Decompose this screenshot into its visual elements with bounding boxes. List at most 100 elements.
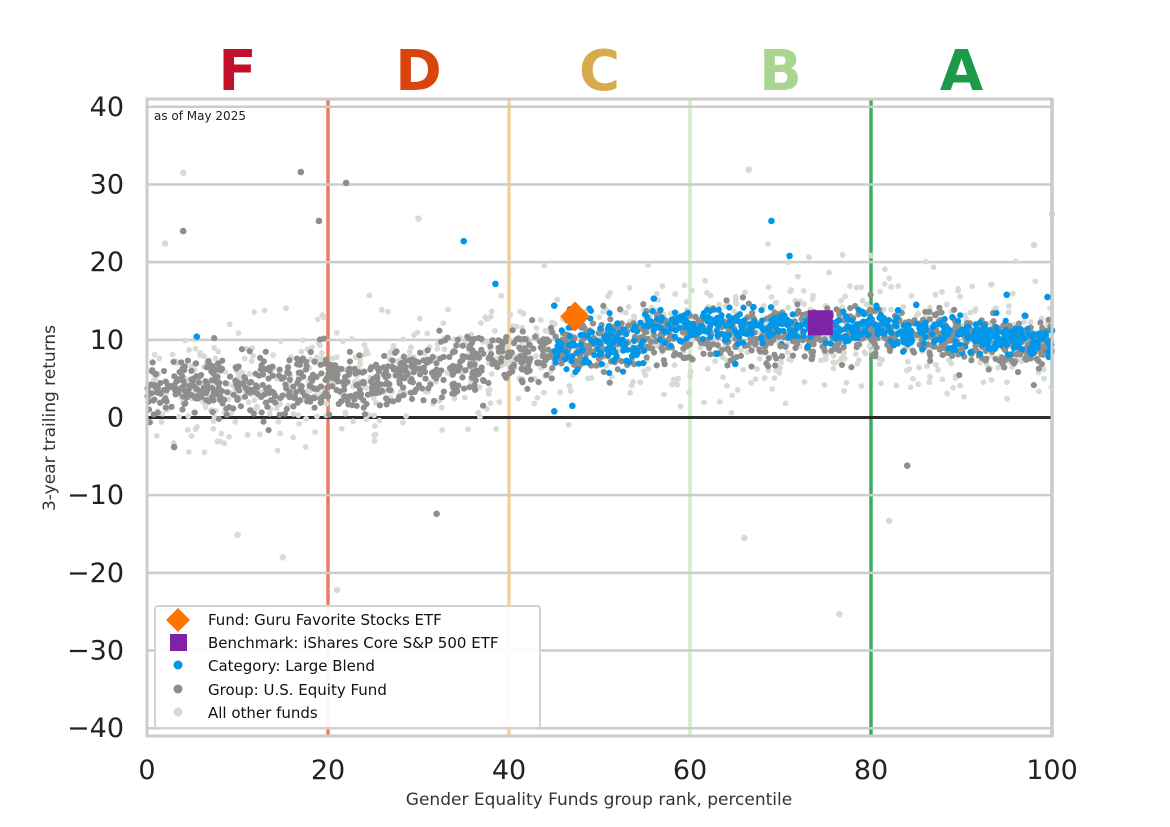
point-group-us-equity (593, 362, 600, 369)
point-all-other-funds (969, 283, 976, 290)
point-all-other-funds (980, 379, 987, 386)
point-all-other-funds (841, 349, 847, 356)
series-point (569, 402, 576, 410)
y-tick-label: −10 (67, 480, 124, 511)
point-group-us-equity (480, 377, 487, 385)
point-group-us-equity (333, 374, 340, 381)
legend-benchmark-marker-icon (170, 634, 187, 651)
point-all-other-funds (476, 384, 483, 391)
point-category-large-blend (683, 335, 690, 342)
point-category-large-blend (865, 332, 872, 339)
point-category-large-blend (718, 312, 725, 319)
point-group-us-equity (985, 366, 992, 373)
point-group-us-equity (527, 376, 535, 383)
series-point (342, 179, 350, 187)
point-all-other-funds (236, 373, 243, 380)
point-group-us-equity (376, 365, 383, 372)
legend-fund-marker-icon (166, 608, 190, 632)
point-group-us-equity (407, 389, 414, 396)
point-group-us-equity (1037, 319, 1044, 326)
point-category-large-blend (800, 328, 808, 335)
point-all-other-funds (185, 413, 192, 419)
point-group-us-equity (307, 349, 314, 356)
point-all-other-funds (275, 418, 282, 425)
point-group-us-equity (196, 373, 203, 380)
point-category-large-blend (632, 348, 639, 356)
point-group-us-equity (661, 361, 668, 368)
point-category-large-blend (639, 337, 647, 345)
series-point (297, 168, 305, 176)
point-group-us-equity (262, 399, 269, 406)
point-all-other-funds (542, 327, 549, 334)
point-all-other-funds (653, 290, 660, 297)
point-all-other-funds (733, 299, 739, 306)
point-group-us-equity (338, 365, 345, 372)
point-all-other-funds (309, 344, 315, 351)
point-group-us-equity (157, 379, 164, 387)
point-all-other-funds (440, 320, 447, 327)
series-point (1021, 312, 1029, 320)
point-category-large-blend (619, 336, 626, 343)
point-group-us-equity (178, 359, 185, 366)
point-category-large-blend (759, 317, 766, 324)
point-group-us-equity (745, 341, 752, 349)
point-category-large-blend (557, 346, 564, 353)
series-point (333, 586, 341, 594)
point-group-us-equity (498, 355, 505, 362)
point-group-us-equity (297, 369, 304, 376)
point-all-other-funds (886, 275, 893, 282)
point-all-other-funds (461, 394, 468, 401)
point-category-large-blend (631, 337, 638, 344)
point-all-other-funds (838, 297, 845, 304)
point-group-us-equity (1035, 357, 1042, 365)
point-all-other-funds (371, 438, 378, 444)
point-group-us-equity (951, 306, 958, 313)
point-all-other-funds (488, 308, 495, 315)
point-category-large-blend (876, 330, 883, 337)
point-group-us-equity (302, 366, 310, 373)
point-group-us-equity (242, 375, 249, 382)
point-all-other-funds (251, 397, 258, 404)
point-category-large-blend (1019, 330, 1026, 337)
point-category-large-blend (665, 321, 672, 328)
point-group-us-equity (1030, 382, 1037, 389)
point-all-other-funds (400, 336, 407, 343)
point-category-large-blend (877, 311, 885, 319)
point-group-us-equity (226, 373, 234, 380)
point-all-other-funds (226, 321, 233, 328)
point-category-large-blend (574, 349, 581, 356)
point-category-large-blend (920, 340, 927, 347)
point-group-us-equity (683, 342, 690, 350)
point-group-us-equity (524, 385, 531, 392)
point-category-large-blend (705, 329, 712, 336)
point-category-large-blend (623, 331, 630, 338)
point-group-us-equity (444, 334, 451, 341)
point-group-us-equity (396, 377, 403, 384)
point-group-us-equity (179, 372, 186, 380)
point-category-large-blend (1024, 325, 1031, 332)
point-group-us-equity (209, 409, 216, 416)
point-group-us-equity (368, 364, 375, 371)
point-group-us-equity (180, 377, 187, 385)
legend-group-label: Group: U.S. Equity Fund (208, 681, 387, 699)
point-category-large-blend (957, 312, 964, 319)
point-all-other-funds (830, 365, 837, 372)
series-point (193, 333, 201, 341)
point-group-us-equity (459, 342, 466, 349)
point-group-us-equity (205, 398, 212, 405)
point-group-us-equity (756, 346, 763, 353)
point-all-other-funds (338, 425, 345, 432)
y-axis-label: 3-year trailing returns (40, 325, 60, 511)
point-category-large-blend (613, 333, 620, 341)
point-group-us-equity (449, 349, 456, 356)
point-group-us-equity (286, 388, 293, 396)
point-group-us-equity (780, 334, 788, 341)
point-category-large-blend (568, 358, 575, 365)
point-all-other-funds (769, 385, 776, 392)
point-all-other-funds (734, 386, 741, 393)
point-group-us-equity (260, 371, 267, 378)
point-group-us-equity (363, 400, 370, 408)
point-all-other-funds (482, 314, 489, 321)
point-category-large-blend (919, 346, 926, 353)
point-group-us-equity (296, 361, 303, 368)
